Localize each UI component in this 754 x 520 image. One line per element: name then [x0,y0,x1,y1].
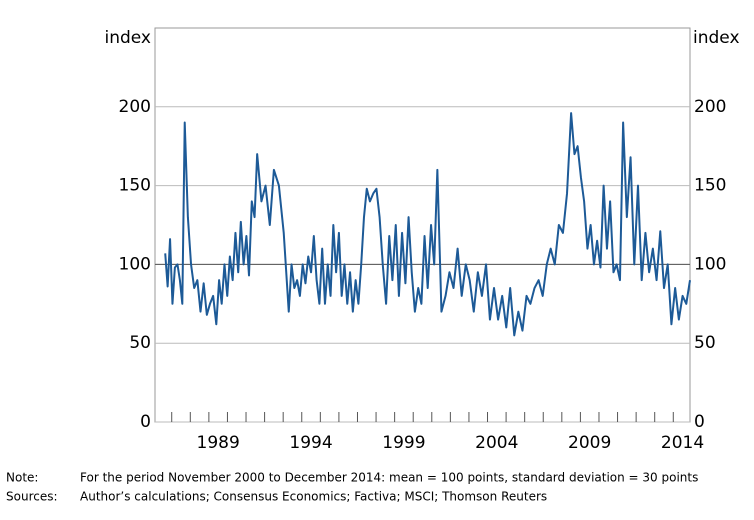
data-line [164,112,691,337]
plot-frame [154,27,691,423]
x-tick-label: 1999 [382,433,425,453]
y-axis-label: index [104,28,151,48]
y2-tick-label: 150 [694,176,726,196]
y2-tick-label: 200 [694,97,726,117]
y-tick-label: 200 [119,97,151,117]
y-tick-label: 100 [119,254,151,274]
x-tick-label: 1989 [197,433,240,453]
note-text: Author’s calculations; Consensus Economi… [80,490,547,504]
x-tick-label: 2004 [475,433,518,453]
note-label: Note: [6,471,38,485]
y2-axis-label: index [693,28,740,48]
y-tick-label: 0 [140,412,151,432]
x-tick-label: 2009 [568,433,611,453]
y2-tick-label: 50 [694,333,716,353]
note-text: For the period November 2000 to December… [80,471,698,485]
y2-tick-label: 100 [694,254,726,274]
y-tick-label: 50 [129,333,151,353]
note-label: Sources: [6,490,58,504]
y-tick-label: 150 [119,176,151,196]
x-tick-label: 2014 [661,433,704,453]
x-tick-label: 1994 [289,433,332,453]
y2-tick-label: 0 [694,412,705,432]
